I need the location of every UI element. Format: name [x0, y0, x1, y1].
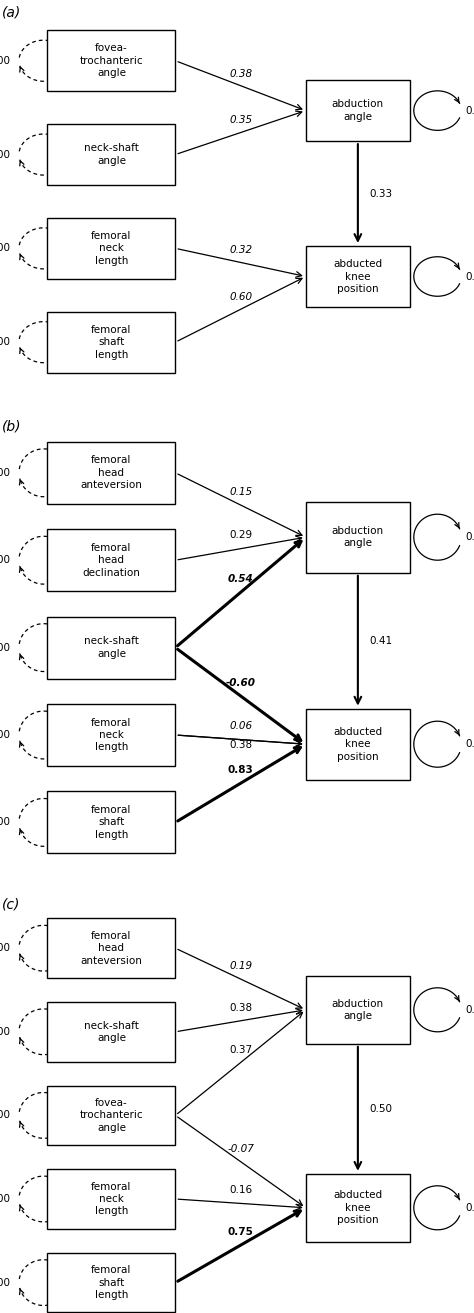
Text: 0.38: 0.38: [229, 739, 252, 750]
Text: 0.44: 0.44: [465, 532, 474, 542]
Text: femoral
neck
length: femoral neck length: [91, 231, 132, 265]
Text: 0.60: 0.60: [465, 1004, 474, 1015]
Text: fovea-
trochanteric
angle: fovea- trochanteric angle: [80, 1098, 143, 1133]
Text: 0.15: 0.15: [229, 487, 252, 496]
Text: 0.29: 0.29: [229, 530, 252, 541]
Text: 1.00: 1.00: [0, 818, 10, 827]
Text: 0.19: 0.19: [229, 961, 252, 972]
Text: 0.38: 0.38: [229, 1003, 252, 1012]
Text: femoral
head
declination: femoral head declination: [82, 542, 140, 578]
Text: 0.83: 0.83: [228, 765, 254, 775]
Text: abducted
knee
position: abducted knee position: [333, 727, 383, 762]
Bar: [47, 218, 175, 278]
Bar: [47, 1086, 175, 1145]
Text: neck-shaft
angle: neck-shaft angle: [84, 637, 139, 659]
Text: abducted
knee
position: abducted knee position: [333, 259, 383, 294]
Text: 1.00: 1.00: [0, 943, 10, 953]
Text: (c): (c): [2, 898, 21, 911]
Text: 1.00: 1.00: [0, 150, 10, 160]
Text: femoral
shaft
length: femoral shaft length: [91, 1266, 132, 1300]
Text: -0.07: -0.07: [227, 1144, 254, 1154]
Text: (b): (b): [2, 420, 22, 433]
Text: 1.00: 1.00: [0, 1027, 10, 1037]
Text: 0.37: 0.37: [229, 1045, 252, 1054]
Bar: [47, 919, 175, 978]
Text: abduction
angle: abduction angle: [332, 527, 384, 549]
Bar: [47, 30, 175, 92]
Text: 0.16: 0.16: [229, 1186, 252, 1195]
Bar: [47, 529, 175, 591]
Text: 1.00: 1.00: [0, 555, 10, 565]
Text: 0.50: 0.50: [370, 1104, 393, 1113]
Text: abduction
angle: abduction angle: [332, 999, 384, 1022]
Bar: [306, 502, 410, 572]
Bar: [47, 311, 175, 373]
Bar: [47, 792, 175, 853]
Text: femoral
shaft
length: femoral shaft length: [91, 324, 132, 360]
Text: 0.33: 0.33: [370, 189, 393, 198]
Text: 0.75: 0.75: [228, 1228, 254, 1237]
Text: 0.60: 0.60: [229, 293, 252, 302]
Text: 1.00: 1.00: [0, 730, 10, 741]
Text: femoral
head
anteversion: femoral head anteversion: [81, 456, 142, 490]
Bar: [306, 246, 410, 307]
Text: abducted
knee
position: abducted knee position: [333, 1191, 383, 1225]
Text: 0.41: 0.41: [370, 635, 393, 646]
Bar: [306, 1174, 410, 1242]
Bar: [47, 1002, 175, 1061]
Bar: [47, 1170, 175, 1229]
Text: 1.00: 1.00: [0, 642, 10, 653]
Text: 1.00: 1.00: [0, 243, 10, 253]
Text: (a): (a): [2, 7, 22, 20]
Text: femoral
shaft
length: femoral shaft length: [91, 805, 132, 840]
Text: 0.54: 0.54: [228, 574, 254, 584]
Bar: [47, 617, 175, 679]
Bar: [306, 80, 410, 142]
Text: neck-shaft
angle: neck-shaft angle: [84, 143, 139, 165]
Text: 0.54: 0.54: [465, 105, 474, 116]
Text: 0.38: 0.38: [229, 68, 252, 79]
Bar: [47, 123, 175, 185]
Text: abduction
angle: abduction angle: [332, 100, 384, 122]
Bar: [47, 1253, 175, 1312]
Text: 0.03: 0.03: [465, 272, 474, 281]
Text: femoral
neck
length: femoral neck length: [91, 718, 132, 752]
Text: 1.00: 1.00: [0, 467, 10, 478]
Bar: [306, 709, 410, 780]
Bar: [47, 441, 175, 504]
Text: femoral
neck
length: femoral neck length: [91, 1182, 132, 1216]
Text: 0.35: 0.35: [229, 116, 252, 126]
Bar: [306, 976, 410, 1044]
Text: femoral
head
anteversion: femoral head anteversion: [81, 931, 142, 965]
Bar: [47, 704, 175, 765]
Text: 1.00: 1.00: [0, 55, 10, 66]
Text: 1.00: 1.00: [0, 1194, 10, 1204]
Text: -0.60: -0.60: [226, 678, 255, 688]
Text: 1.00: 1.00: [0, 1278, 10, 1288]
Text: 0.06: 0.06: [229, 721, 252, 731]
Text: 1.00: 1.00: [0, 337, 10, 347]
Text: neck-shaft
angle: neck-shaft angle: [84, 1020, 139, 1043]
Text: 0.32: 0.32: [229, 246, 252, 255]
Text: 0.02: 0.02: [465, 739, 474, 750]
Text: 0.07: 0.07: [465, 1203, 474, 1213]
Text: 1.00: 1.00: [0, 1111, 10, 1120]
Text: fovea-
trochanteric
angle: fovea- trochanteric angle: [80, 43, 143, 79]
